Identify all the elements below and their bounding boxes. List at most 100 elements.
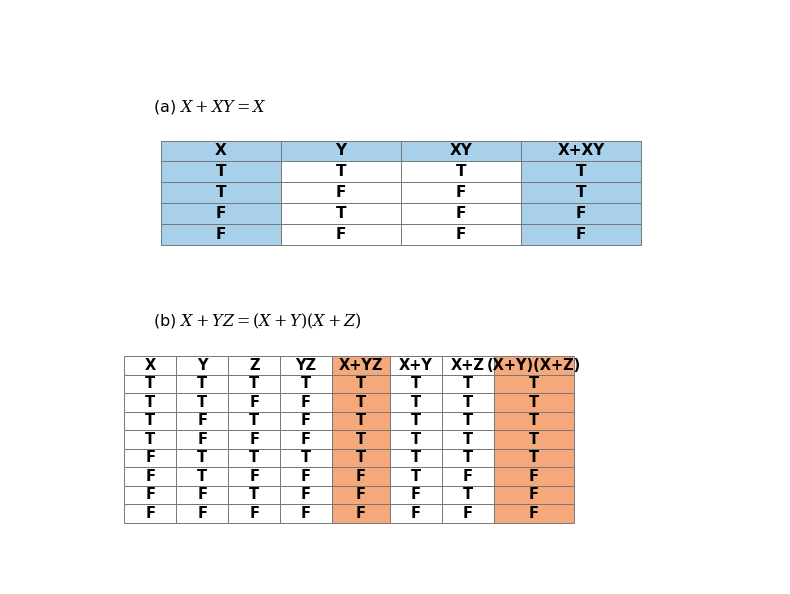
Bar <box>160 141 281 162</box>
Bar <box>332 448 390 467</box>
Text: F: F <box>198 432 207 447</box>
Bar <box>442 467 494 485</box>
Text: T: T <box>356 377 366 391</box>
Bar <box>124 448 176 467</box>
Text: T: T <box>301 377 311 391</box>
Bar <box>124 356 176 375</box>
Text: T: T <box>456 165 466 179</box>
Text: X+XY: X+XY <box>558 144 605 159</box>
Text: T: T <box>463 487 473 503</box>
Text: T: T <box>529 432 539 447</box>
Bar <box>442 448 494 467</box>
Text: F: F <box>301 487 311 503</box>
Bar <box>176 504 228 523</box>
Text: F: F <box>301 469 311 484</box>
Bar <box>176 375 228 393</box>
Text: X+Z: X+Z <box>451 358 485 373</box>
Bar <box>332 356 390 375</box>
Bar <box>494 485 574 504</box>
Text: T: T <box>249 413 259 428</box>
Bar <box>521 141 641 162</box>
Bar <box>281 203 401 224</box>
Bar <box>442 356 494 375</box>
Bar <box>390 375 442 393</box>
Bar <box>176 485 228 504</box>
Bar <box>124 467 176 485</box>
Text: T: T <box>198 450 207 465</box>
Bar <box>124 485 176 504</box>
Bar <box>390 393 442 412</box>
Text: T: T <box>411 413 421 428</box>
Bar <box>390 504 442 523</box>
Text: F: F <box>411 487 421 503</box>
Bar <box>281 224 401 245</box>
Bar <box>176 393 228 412</box>
Text: F: F <box>216 227 226 242</box>
Bar <box>401 224 521 245</box>
Bar <box>332 504 390 523</box>
Text: T: T <box>198 377 207 391</box>
Text: T: T <box>576 185 586 200</box>
Bar <box>176 412 228 430</box>
Text: T: T <box>301 450 311 465</box>
Text: T: T <box>576 165 586 179</box>
Bar <box>280 504 332 523</box>
Bar <box>401 162 521 182</box>
Bar <box>390 430 442 448</box>
Text: F: F <box>456 185 466 200</box>
Text: F: F <box>301 395 311 410</box>
Text: T: T <box>198 395 207 410</box>
Bar <box>176 467 228 485</box>
Bar <box>124 412 176 430</box>
Text: T: T <box>529 395 539 410</box>
Bar <box>176 430 228 448</box>
Bar <box>390 485 442 504</box>
Bar <box>176 356 228 375</box>
Text: T: T <box>145 413 156 428</box>
Bar <box>228 485 280 504</box>
Text: F: F <box>529 487 539 503</box>
Bar <box>442 412 494 430</box>
Text: X+YZ: X+YZ <box>339 358 383 373</box>
Text: T: T <box>356 395 366 410</box>
Bar <box>228 448 280 467</box>
Bar <box>494 356 574 375</box>
Bar <box>494 467 574 485</box>
Bar <box>332 412 390 430</box>
Bar <box>521 224 641 245</box>
Text: F: F <box>216 206 226 221</box>
Text: (a) $\mathit{X + XY = X}$: (a) $\mathit{X + XY = X}$ <box>153 99 266 116</box>
Text: F: F <box>576 206 586 221</box>
Bar <box>228 467 280 485</box>
Bar <box>280 393 332 412</box>
Bar <box>401 203 521 224</box>
Bar <box>442 504 494 523</box>
Bar <box>281 162 401 182</box>
Bar <box>228 504 280 523</box>
Text: X: X <box>215 144 227 159</box>
Text: T: T <box>463 377 473 391</box>
Bar <box>228 412 280 430</box>
Text: F: F <box>456 206 466 221</box>
Text: F: F <box>301 505 311 521</box>
Bar <box>494 412 574 430</box>
Bar <box>390 448 442 467</box>
Bar <box>332 467 390 485</box>
Bar <box>228 375 280 393</box>
Text: F: F <box>576 227 586 242</box>
Text: T: T <box>529 377 539 391</box>
Bar <box>494 375 574 393</box>
Bar <box>124 393 176 412</box>
Text: Y: Y <box>197 358 208 373</box>
Text: F: F <box>145 487 156 503</box>
Text: T: T <box>463 395 473 410</box>
Bar <box>280 375 332 393</box>
Text: T: T <box>356 413 366 428</box>
Text: T: T <box>411 377 421 391</box>
Bar <box>228 356 280 375</box>
Text: F: F <box>463 505 473 521</box>
Text: F: F <box>145 450 156 465</box>
Text: X+Y: X+Y <box>399 358 433 373</box>
Text: T: T <box>249 377 259 391</box>
Text: F: F <box>145 505 156 521</box>
